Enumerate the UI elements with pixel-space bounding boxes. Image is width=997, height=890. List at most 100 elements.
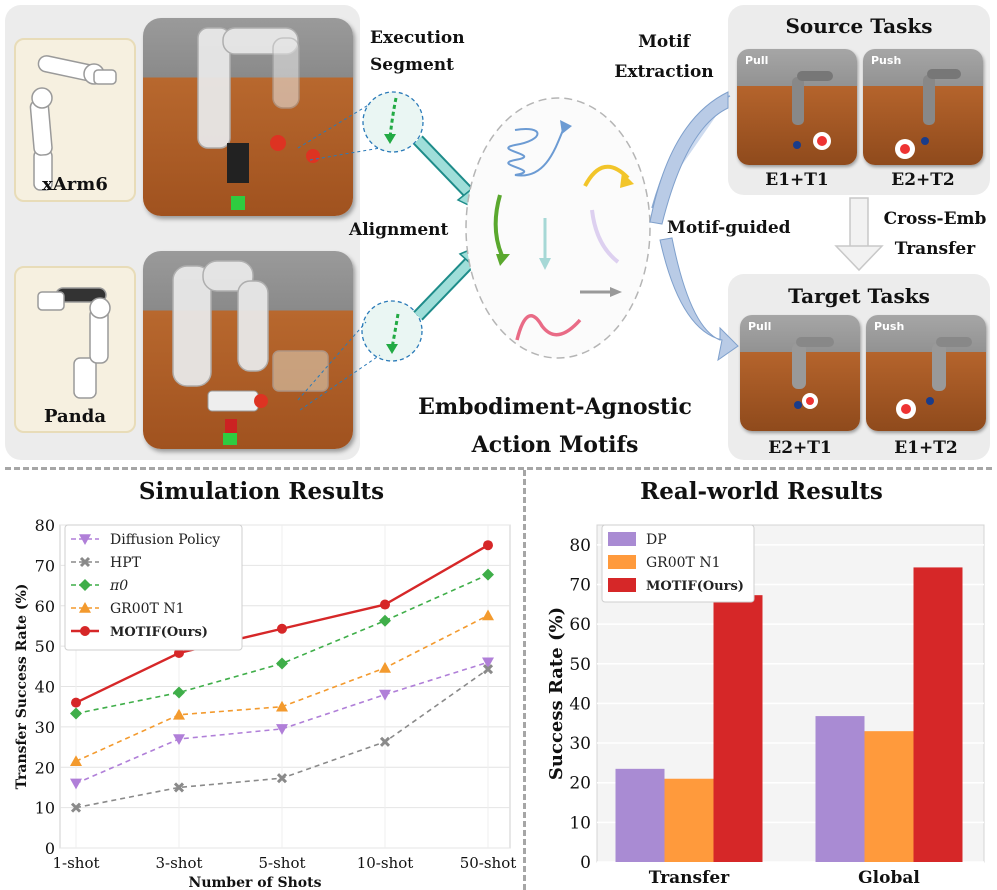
y-tick-label: 50 xyxy=(569,655,591,675)
robot-card-xarm6: xArm6 xyxy=(14,38,136,202)
legend-marker xyxy=(80,626,90,636)
spiral-motif xyxy=(507,124,566,177)
legend-swatch xyxy=(608,555,636,569)
x-axis-label: Number of Shots xyxy=(189,875,322,890)
source-task-tile-pull: Pull xyxy=(737,49,857,165)
y-tick-label: 50 xyxy=(35,637,55,656)
data-point xyxy=(379,661,391,673)
bar xyxy=(913,567,963,862)
y-tick-label: 40 xyxy=(35,678,55,697)
panda-robot-icon xyxy=(37,287,111,399)
data-point xyxy=(276,773,288,784)
x-tick-label: 1-shot xyxy=(52,854,99,872)
xarm6-scene-image xyxy=(143,18,353,216)
y-tick-label: 0 xyxy=(45,839,55,858)
horizontal-divider xyxy=(5,467,992,470)
legend-label: MOTIF(Ours) xyxy=(646,579,744,594)
vertical-divider xyxy=(523,470,526,890)
data-point xyxy=(71,697,81,708)
target-task-tile-push: Push xyxy=(866,315,986,431)
source-task-caption: E2+T2 xyxy=(891,170,955,190)
legend-label: DP xyxy=(646,532,667,548)
data-point xyxy=(70,778,82,790)
legend-marker xyxy=(79,579,91,591)
data-point xyxy=(482,609,494,621)
legend-label: MOTIF(Ours) xyxy=(110,625,208,640)
data-point xyxy=(70,707,82,720)
panda-scene-image xyxy=(143,251,353,449)
x-tick-label: 3-shot xyxy=(155,854,202,872)
data-point xyxy=(276,724,288,735)
tile-label: Push xyxy=(874,320,905,333)
zoom-circle-bottom xyxy=(361,300,423,362)
bar xyxy=(615,768,665,862)
data-point xyxy=(173,686,185,699)
legend-marker xyxy=(79,602,91,613)
data-point xyxy=(380,599,390,610)
x-tick-label: Transfer xyxy=(649,868,730,888)
simulation-chart-title: Simulation Results xyxy=(138,478,385,505)
legend-label: Diffusion Policy xyxy=(110,532,220,548)
data-point xyxy=(173,734,185,745)
motif-extraction-label: Motif Extraction xyxy=(614,32,714,82)
y-tick-label: 70 xyxy=(569,575,591,595)
motifs-caption: Embodiment-Agnostic Action Motifs xyxy=(418,394,692,458)
x-tick-label: Global xyxy=(858,868,920,888)
y-tick-label: 80 xyxy=(35,516,55,535)
x-tick-label: 10-shot xyxy=(357,854,414,872)
source-task-tile-push: Push xyxy=(863,49,983,165)
robot-name: Panda xyxy=(43,406,107,427)
tile-label: Pull xyxy=(748,320,772,333)
target-tasks-title: Target Tasks xyxy=(788,284,930,308)
y-tick-label: 20 xyxy=(35,758,55,777)
target-task-caption: E1+T2 xyxy=(894,438,958,458)
cross-emb-transfer-label: Cross-Emb Transfer xyxy=(883,209,987,259)
y-tick-label: 30 xyxy=(35,718,55,737)
flow-arrows xyxy=(297,91,884,411)
xarm6-robot-icon xyxy=(29,55,117,191)
y-tick-label: 30 xyxy=(569,734,591,754)
y-tick-label: 70 xyxy=(35,556,55,575)
y-axis-label: Transfer Success Rate (%) xyxy=(14,584,30,790)
motif-guided-label: Motif-guided xyxy=(667,218,791,238)
y-tick-label: 0 xyxy=(580,853,591,873)
motif-cloud xyxy=(465,97,651,359)
y-tick-label: 20 xyxy=(569,774,591,794)
data-point xyxy=(70,755,82,766)
y-axis-label: Success Rate (%) xyxy=(546,607,567,780)
data-point xyxy=(277,623,287,634)
bar xyxy=(713,595,763,862)
robot-name: xArm6 xyxy=(42,174,108,195)
legend-box xyxy=(64,524,243,651)
bar xyxy=(815,716,865,862)
legend-marker xyxy=(79,534,91,545)
data-point xyxy=(482,664,494,675)
data-point xyxy=(379,689,391,701)
y-tick-label: 10 xyxy=(569,813,591,833)
legend-swatch xyxy=(608,578,636,592)
bar xyxy=(864,731,914,862)
legend-box xyxy=(601,524,755,603)
legend-label: π0 xyxy=(109,578,128,594)
robot-card-panda: Panda xyxy=(14,266,136,433)
data-point xyxy=(173,782,185,793)
data-point xyxy=(276,700,288,712)
tile-label: Pull xyxy=(745,54,769,67)
simulation-line-chart: 0 10 20 30 40 50 60 70 80 1-shot 3-shot 5-shot 10-sh… xyxy=(14,516,517,890)
data-point xyxy=(482,657,494,669)
data-point xyxy=(482,568,494,581)
data-point xyxy=(483,540,493,551)
series-line xyxy=(75,573,489,715)
execution-segment-label: Execution Segment xyxy=(370,28,465,75)
data-point xyxy=(379,736,391,747)
legend-marker xyxy=(79,556,91,568)
source-task-caption: E1+T1 xyxy=(765,170,829,190)
target-task-caption: E2+T1 xyxy=(768,438,832,458)
y-tick-label: 80 xyxy=(569,536,591,556)
x-tick-label: 50-shot xyxy=(460,854,517,872)
data-point xyxy=(379,614,391,627)
y-tick-label: 60 xyxy=(35,597,55,616)
y-tick-label: 60 xyxy=(569,615,591,635)
legend-label: GR00T N1 xyxy=(646,555,720,571)
target-task-tile-pull: Pull xyxy=(740,315,860,431)
